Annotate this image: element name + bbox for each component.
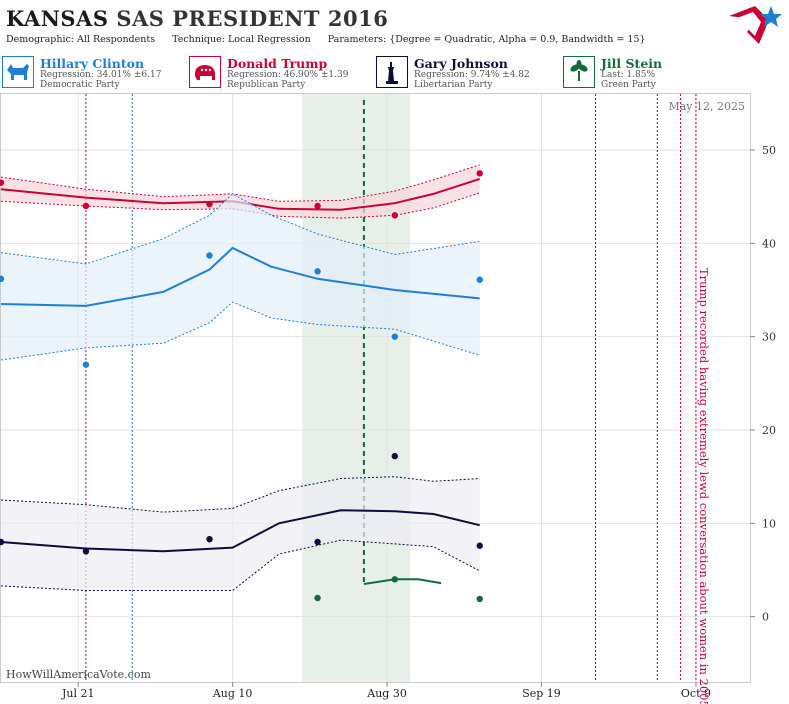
confidence-band — [1, 476, 480, 591]
y-tick-label: 10 — [762, 517, 776, 530]
parameters-label: Parameters: {Degree = Quadratic, Alpha =… — [327, 34, 646, 45]
y-tick-label: 40 — [762, 237, 776, 250]
candidate-name: Jill Stein — [601, 56, 663, 71]
data-point — [476, 276, 483, 283]
candidate-name: Donald Trump — [227, 56, 328, 71]
data-point — [476, 595, 483, 603]
data-point — [82, 548, 90, 555]
data-point — [206, 252, 213, 259]
data-point — [0, 179, 5, 186]
lower-bound-line — [0, 192, 480, 219]
candidate-party: Libertarian Party — [414, 80, 493, 90]
data-point — [476, 170, 483, 177]
liberty-icon — [376, 56, 408, 88]
upper-bound-line — [0, 476, 480, 513]
technique-label: Technique: Local Regression — [172, 34, 311, 45]
date-stamp: May 12, 2025 — [668, 100, 745, 113]
candidate-name: Gary Johnson — [414, 56, 508, 71]
event-annotation: Trump recorded having extremely lewd con… — [697, 268, 711, 704]
trend-line — [363, 578, 442, 585]
x-tick-label: Aug 30 — [366, 687, 407, 700]
data-point — [0, 538, 5, 546]
confidence-band — [1, 193, 480, 360]
y-tick-label: 0 — [762, 611, 769, 624]
data-point — [206, 536, 213, 543]
candidate-regression: Regression: 46.90% ±1.39 — [227, 70, 349, 80]
trend-line — [0, 246, 480, 307]
x-tick-label: Aug 10 — [212, 687, 253, 700]
trend-line — [0, 509, 480, 553]
donkey-icon — [2, 56, 34, 88]
y-tick-label: 50 — [762, 144, 776, 157]
lower-bound-line — [0, 539, 480, 591]
elephant-icon — [189, 56, 221, 88]
candidate-regression: Last: 1.85% — [601, 70, 656, 80]
title-rest: SAS PRESIDENT 2016 — [116, 6, 389, 31]
lower-bound-line — [0, 301, 480, 361]
footer-site[interactable]: HowWillAmericaVote.com — [6, 668, 151, 681]
data-point — [314, 268, 321, 275]
header: KANSAS SAS PRESIDENT 2016 Demographic: A… — [0, 0, 789, 52]
candidate-trump[interactable]: Donald Trump Regression: 46.90% ±1.39 Re… — [189, 56, 375, 92]
data-point — [82, 202, 90, 210]
page-title: KANSAS SAS PRESIDENT 2016 — [6, 6, 388, 31]
shaded-period — [302, 94, 411, 682]
upper-bound-line — [0, 193, 480, 265]
y-tick-label: 20 — [762, 424, 776, 437]
site-logo-icon[interactable] — [725, 2, 785, 50]
x-tick-label: Jul 21 — [61, 687, 95, 700]
candidate-regression: Regression: 9.74% ±4.82 — [414, 70, 530, 80]
candidate-clinton[interactable]: Hillary Clinton Regression: 34.01% ±6.17… — [2, 56, 188, 92]
candidate-party: Green Party — [601, 80, 656, 90]
candidate-stein[interactable]: Jill Stein Last: 1.85% Green Party — [563, 56, 749, 92]
data-point — [476, 542, 483, 549]
plant-icon — [563, 56, 595, 88]
x-tick-label: Oct 9 — [681, 687, 711, 700]
data-point — [391, 212, 399, 219]
candidate-party: Democratic Party — [40, 80, 120, 90]
data-point — [314, 202, 321, 210]
parameters-line: Demographic: All Respondents Technique: … — [6, 34, 660, 45]
data-point — [314, 538, 321, 546]
trend-line — [0, 177, 481, 211]
demographic-label: Demographic: All Respondents — [6, 34, 156, 45]
candidate-party: Republican Party — [227, 80, 306, 90]
plot-area — [0, 93, 751, 683]
data-point — [391, 576, 399, 583]
data-point — [391, 333, 399, 340]
data-point — [206, 200, 213, 208]
y-tick-label: 30 — [762, 331, 776, 344]
data-point — [314, 594, 321, 602]
confidence-band — [1, 164, 480, 219]
title-state: KANSAS — [6, 6, 109, 31]
data-point — [0, 275, 5, 282]
data-point — [82, 361, 90, 368]
x-tick-label: Sep 19 — [522, 687, 561, 700]
candidate-johnson[interactable]: Gary Johnson Regression: 9.74% ±4.82 Lib… — [376, 56, 562, 92]
candidate-regression: Regression: 34.01% ±6.17 — [40, 70, 162, 80]
data-point — [391, 452, 399, 460]
candidate-name: Hillary Clinton — [40, 56, 145, 71]
